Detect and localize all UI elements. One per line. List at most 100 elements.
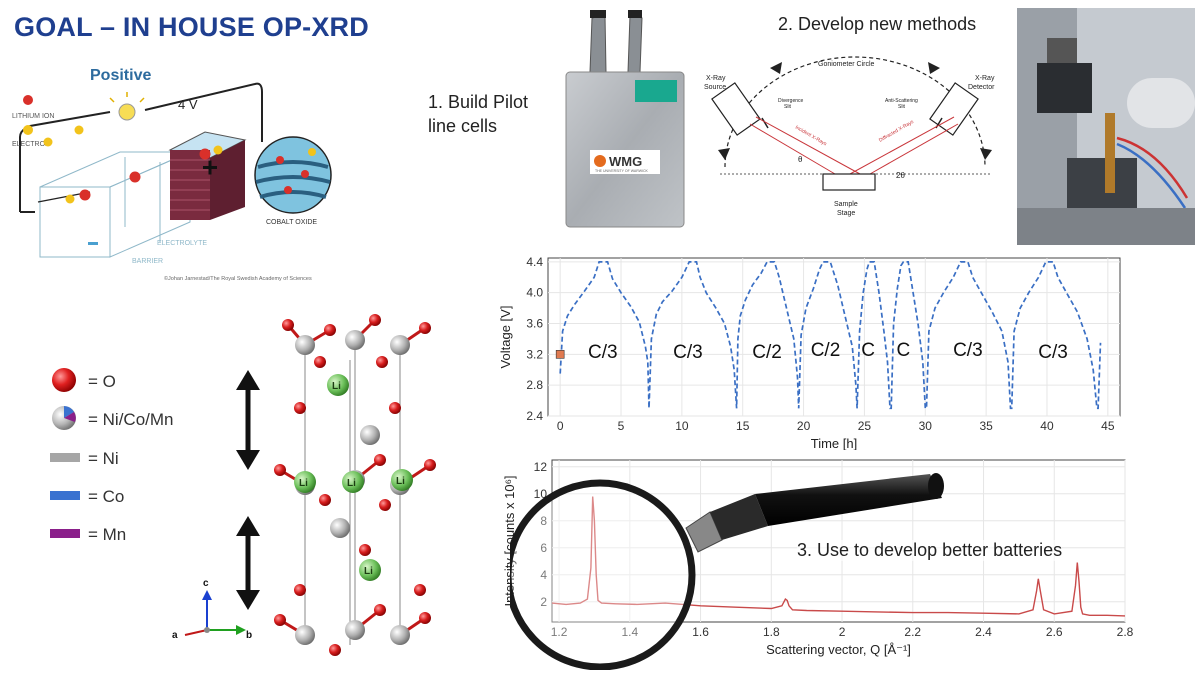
x-tick-label: 0 bbox=[557, 419, 564, 433]
x-tick-label: 1.6 bbox=[692, 625, 709, 639]
source-label-1: X-Ray bbox=[706, 75, 726, 82]
arrow-head bbox=[770, 62, 782, 74]
electron-icon bbox=[23, 125, 33, 135]
oxygen-atoms bbox=[274, 314, 436, 656]
lithium-ion-icon bbox=[23, 95, 33, 105]
magnifier-icon bbox=[504, 440, 950, 671]
c-rate-label: C/2 bbox=[811, 340, 841, 361]
instrument-body bbox=[1037, 63, 1092, 113]
axis-a-label: a bbox=[172, 630, 178, 641]
arrow-head bbox=[718, 148, 730, 160]
y-tick-label: 8 bbox=[540, 514, 547, 528]
barrier-label: BARRIER bbox=[132, 258, 163, 265]
magnifier-neck bbox=[710, 494, 768, 540]
pouch-cell-photo: WMG THE UNIVERSITY OF WARWICK bbox=[560, 10, 690, 230]
c-rate-label: C/3 bbox=[953, 340, 983, 361]
series-line bbox=[551, 496, 1126, 617]
axis-b-label: b bbox=[246, 630, 252, 641]
y-tick-label: 6 bbox=[540, 541, 547, 555]
tm-co-wedge bbox=[64, 406, 74, 418]
x-tick-label: 25 bbox=[858, 419, 872, 433]
li-label: Li bbox=[299, 478, 308, 489]
div-slit-2: Slit bbox=[784, 104, 792, 110]
double-arrow-icon bbox=[236, 370, 260, 470]
x-tick-label: 20 bbox=[797, 419, 811, 433]
positive-heading: Positive bbox=[90, 67, 151, 84]
legend-co: = Co bbox=[88, 487, 124, 506]
step1-line1: 1. Build Pilot bbox=[428, 92, 529, 112]
blue-cable bbox=[1116, 142, 1187, 209]
magnifier-lens bbox=[504, 479, 696, 671]
x-tick-label: 5 bbox=[618, 419, 625, 433]
x-tick-label: 40 bbox=[1040, 419, 1054, 433]
electron-icon bbox=[74, 125, 84, 135]
cathode-cube bbox=[168, 131, 247, 220]
c-rate-label: C/3 bbox=[1038, 342, 1068, 363]
crystal-structure-svg: Li Li Li Li Li c a b bbox=[172, 314, 436, 656]
legend-electron: ELECTRON bbox=[12, 141, 50, 148]
incident-label: Incident X-Rays bbox=[794, 125, 828, 148]
step1-caption: 1. Build Pilot line cells bbox=[428, 90, 528, 138]
goniometer-label: Goniometer Circle bbox=[818, 61, 875, 68]
x-tick-label: 10 bbox=[675, 419, 689, 433]
magnifier-handle-end bbox=[928, 473, 944, 499]
anti-slit-1: Anti-Scattering bbox=[885, 98, 918, 104]
lightbulb-icon bbox=[109, 92, 145, 121]
source-label-2: Source bbox=[704, 84, 726, 91]
magnifier-handle bbox=[755, 474, 942, 526]
xray-beams bbox=[749, 116, 959, 175]
x-tick-label: 15 bbox=[736, 419, 750, 433]
xray-source-box bbox=[711, 82, 761, 136]
voltage-chart: 0 5 10 15 20 25 30 35 40 45 2.4 2.8 3.2 3.6 4.0 4.4 Time… bbox=[498, 250, 1130, 451]
stage-label-1: Sample bbox=[834, 201, 858, 208]
anti-slit-2: Slit bbox=[898, 104, 906, 110]
x-axis-label: Time [h] bbox=[811, 436, 857, 450]
mn-bar-icon bbox=[50, 529, 80, 538]
tab-left bbox=[589, 14, 607, 73]
xrd-schematic-svg: Goniometer Circle X-Ray Source X-Ray Det… bbox=[704, 56, 995, 217]
start-marker bbox=[555, 350, 565, 359]
lithium-ion-icon bbox=[199, 148, 211, 160]
step1-line2: line cells bbox=[428, 116, 498, 136]
ni-bar-icon bbox=[50, 453, 80, 462]
electron-icon bbox=[213, 145, 223, 155]
tm-mn-wedge bbox=[64, 412, 76, 422]
pouch-cell-svg: WMG THE UNIVERSITY OF WARWICK bbox=[565, 10, 685, 228]
red-cable bbox=[1116, 136, 1189, 199]
detector-label-1: X-Ray bbox=[975, 75, 995, 82]
li-label: Li bbox=[332, 381, 341, 392]
x-tick-label: 45 bbox=[1101, 419, 1115, 433]
step2-caption: 2. Develop new methods bbox=[778, 14, 977, 34]
x-tick-label: 1.4 bbox=[621, 625, 638, 639]
pouch-body bbox=[565, 71, 685, 228]
lithium-ion-icon bbox=[79, 189, 91, 201]
c-rate-label: C/3 bbox=[588, 342, 618, 363]
green-label bbox=[635, 80, 677, 102]
arrow-head bbox=[928, 62, 940, 74]
c-rate-label: C/3 bbox=[673, 342, 703, 363]
two-theta-label: 2θ bbox=[896, 171, 905, 180]
lithium-atoms: Li Li Li Li Li bbox=[294, 374, 413, 581]
c-rate-label: C bbox=[897, 340, 911, 361]
li-label: Li bbox=[347, 478, 356, 489]
div-slit-1: Divergence bbox=[778, 98, 804, 104]
y-tick-label: 4 bbox=[540, 568, 547, 582]
y-tick-label: 4.0 bbox=[526, 286, 543, 300]
wmg-tagline: THE UNIVERSITY OF WARWICK bbox=[595, 169, 648, 173]
legend-tm: = Ni/Co/Mn bbox=[88, 410, 174, 429]
crystal-legend: = O = Ni/Co/Mn = Ni = Co = Mn bbox=[40, 360, 220, 560]
x-tick-label: 30 bbox=[919, 419, 933, 433]
cobalt-oxide-label: COBALT OXIDE bbox=[266, 219, 317, 226]
double-arrow-icon bbox=[236, 516, 260, 610]
detector-label-2: Detector bbox=[968, 84, 995, 91]
y-axis-label: Voltage [V] bbox=[500, 306, 513, 369]
y-tick-label: 2.8 bbox=[526, 378, 543, 392]
axis-triad: c a b bbox=[172, 578, 252, 641]
co-bar-icon bbox=[50, 491, 80, 500]
legend-mn: = Mn bbox=[88, 525, 126, 544]
tab-tape-right bbox=[628, 10, 642, 18]
x-tick-label: 35 bbox=[979, 419, 993, 433]
c-rate-label: C bbox=[861, 340, 875, 361]
magnifier-svg bbox=[504, 473, 944, 671]
li-label: Li bbox=[396, 476, 405, 487]
